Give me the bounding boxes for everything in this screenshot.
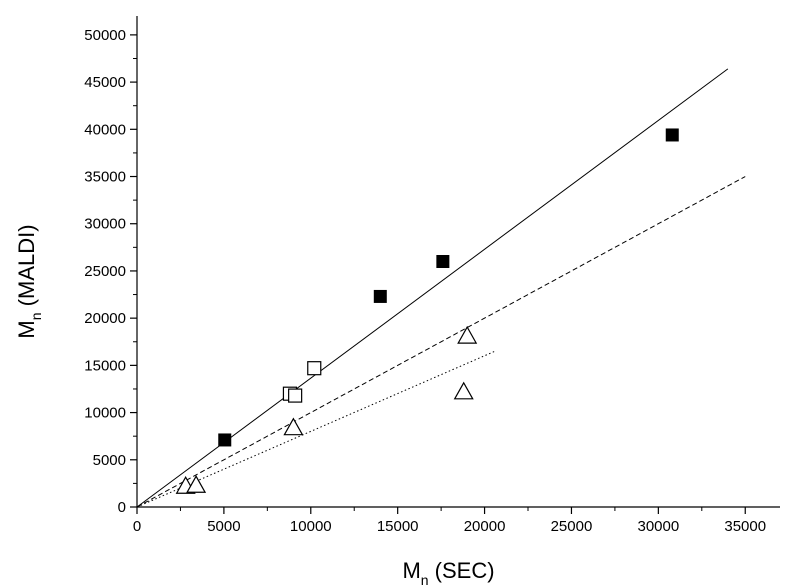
- plot-frame: [136, 16, 780, 508]
- y-axis-ticks: 0 5000 10000 15000 20000 25000 30000 35000 40000…: [84, 27, 137, 516]
- open-triangle-marker: [283, 417, 304, 436]
- y-tick-label: 45000: [84, 74, 126, 91]
- x-tick-label: 20000: [464, 518, 506, 535]
- open-triangle-marker: [453, 381, 474, 400]
- open-triangle-marker: [186, 475, 207, 493]
- y-tick-label: 50000: [84, 27, 126, 44]
- x-tick-label: 30000: [637, 518, 679, 535]
- x-tick-label: 25000: [551, 518, 593, 535]
- y-axis-title-subscript: n: [28, 312, 44, 320]
- x-axis-title-subscript: n: [421, 572, 429, 588]
- filled-square-marker: [436, 255, 450, 268]
- filled-square-marker: [665, 128, 679, 142]
- fit-line-solid: [136, 68, 729, 508]
- open-square-marker: [288, 388, 303, 403]
- y-axis-title-main: M: [14, 320, 39, 338]
- x-tick-label: 15000: [377, 518, 419, 535]
- open-square-marker: [307, 361, 322, 376]
- x-tick-label: 0: [133, 518, 141, 535]
- filled-square-marker: [373, 289, 387, 303]
- x-tick-label: 35000: [724, 518, 766, 535]
- y-tick-label: 0: [118, 499, 126, 516]
- y-tick-label: 10000: [84, 405, 126, 422]
- x-axis-title: Mn (SEC): [402, 558, 494, 588]
- x-tick-label: 5000: [207, 518, 240, 535]
- y-tick-label: 40000: [84, 121, 126, 138]
- x-axis-ticks: 0 5000 10000 15000 20000 25000 30000 35000: [133, 507, 766, 535]
- y-axis-title: Mn (MALDI): [14, 224, 44, 338]
- y-tick-label: 25000: [84, 263, 126, 280]
- y-axis-title-rest: (MALDI): [14, 224, 39, 312]
- data-markers: [175, 128, 679, 494]
- x-axis-title-main: M: [402, 558, 420, 583]
- x-tick-label: 10000: [290, 518, 332, 535]
- x-axis-title-rest: (SEC): [429, 558, 495, 583]
- fit-line-dashed: [136, 176, 746, 508]
- open-triangle-marker: [457, 325, 478, 344]
- filled-square-marker: [218, 433, 232, 447]
- y-tick-label: 20000: [84, 310, 126, 327]
- y-tick-label: 35000: [84, 169, 126, 186]
- y-tick-label: 15000: [84, 357, 126, 374]
- y-tick-label: 30000: [84, 216, 126, 233]
- y-tick-label: 5000: [93, 452, 126, 469]
